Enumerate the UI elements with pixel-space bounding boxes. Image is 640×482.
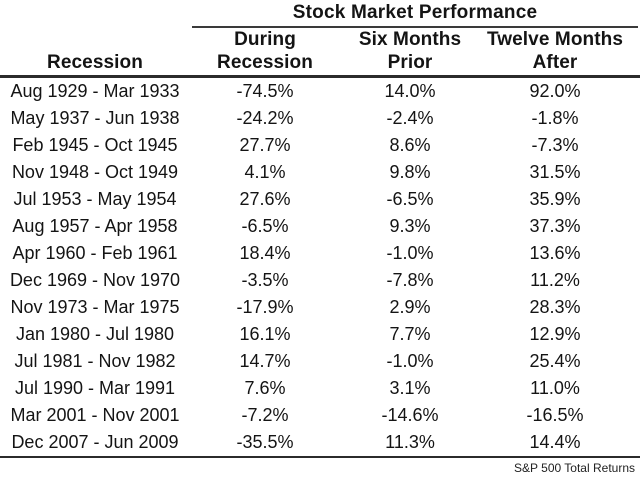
six-months-prior-cell: 9.8%	[389, 162, 431, 182]
twelve-months-after-cell: 37.3%	[529, 216, 581, 236]
twelve-months-after-cell: 28.3%	[529, 297, 581, 317]
six-months-prior-cell: -2.4%	[386, 108, 434, 128]
table-body: Aug 1929 - Mar 1933 -74.5% 14.0% 92.0% May 1…	[0, 78, 640, 458]
column-headers-line1: During Six Months Twelve Months	[0, 28, 640, 51]
six-months-prior-cell: 7.7%	[389, 324, 431, 344]
six-months-prior-cell: 3.1%	[389, 378, 431, 398]
six-months-prior-cell: 9.3%	[389, 216, 431, 236]
table-row: Dec 1969 - Nov 1970 -3.5% -7.8% 11.2%	[0, 267, 640, 294]
title-row: Stock Market Performance	[0, 0, 640, 28]
twelve-months-after-cell: 11.2%	[530, 270, 580, 290]
twelve-months-after-cell: 14.4%	[529, 432, 581, 452]
during-recession-cell: -74.5%	[236, 81, 294, 101]
twelve-months-after-cell: 11.0%	[530, 378, 580, 398]
twelve-months-after-cell: 25.4%	[529, 351, 581, 371]
during-recession-cell: -3.5%	[241, 270, 289, 290]
twelve-months-after-cell: -7.3%	[531, 135, 579, 155]
during-recession-cell: 4.1%	[244, 162, 286, 182]
six-months-prior-cell: -6.5%	[386, 189, 434, 209]
table-title: Stock Market Performance	[192, 0, 638, 28]
header-spacer	[0, 28, 190, 51]
table-row: Dec 2007 - Jun 2009 -35.5% 11.3% 14.4%	[0, 429, 640, 456]
table-row: Jul 1981 - Nov 1982 14.7% -1.0% 25.4%	[0, 348, 640, 375]
six-months-prior-cell: 14.0%	[384, 81, 436, 101]
title-row-spacer	[0, 0, 192, 28]
during-recession-cell: -35.5%	[236, 432, 294, 452]
six-months-prior-cell: 8.6%	[389, 135, 431, 155]
table-row: Jul 1990 - Mar 1991 7.6% 3.1% 11.0%	[0, 375, 640, 402]
six-months-prior-cell: 2.9%	[389, 297, 431, 317]
table-row: Apr 1960 - Feb 1961 18.4% -1.0% 13.6%	[0, 240, 640, 267]
twelve-months-after-cell: 12.9%	[529, 324, 581, 344]
table-row: May 1937 - Jun 1938 -24.2% -2.4% -1.8%	[0, 105, 640, 132]
col-header-prior-line2: Prior	[387, 52, 433, 73]
during-recession-cell: -7.2%	[241, 405, 289, 425]
during-recession-cell: 18.4%	[239, 243, 291, 263]
during-recession-cell: 16.1%	[239, 324, 291, 344]
six-months-prior-cell: -14.6%	[381, 405, 439, 425]
table-header: Stock Market Performance During Six Mont…	[0, 0, 640, 78]
during-recession-cell: 27.7%	[239, 135, 291, 155]
table-row: Nov 1948 - Oct 1949 4.1% 9.8% 31.5%	[0, 159, 640, 186]
during-recession-cell: 27.6%	[239, 189, 291, 209]
column-headers-line2: Recession Recession Prior After	[0, 51, 640, 75]
period-cell: Aug 1957 - Apr 1958	[12, 216, 178, 236]
col-header-after-line2: After	[532, 52, 578, 73]
during-recession-cell: -24.2%	[236, 108, 294, 128]
col-header-after-line1: Twelve Months	[486, 29, 624, 50]
six-months-prior-cell: -7.8%	[386, 270, 434, 290]
period-cell: Dec 1969 - Nov 1970	[9, 270, 181, 290]
twelve-months-after-cell: 13.6%	[529, 243, 581, 263]
col-header-prior-line1: Six Months	[358, 29, 462, 50]
table-row: Mar 2001 - Nov 2001 -7.2% -14.6% -16.5%	[0, 402, 640, 429]
period-cell: Feb 1945 - Oct 1945	[12, 135, 178, 155]
period-cell: Jul 1953 - May 1954	[13, 189, 177, 209]
period-cell: Apr 1960 - Feb 1961	[12, 243, 178, 263]
period-cell: Dec 2007 - Jun 2009	[11, 432, 179, 452]
table-row: Feb 1945 - Oct 1945 27.7% 8.6% -7.3%	[0, 132, 640, 159]
during-recession-cell: -17.9%	[236, 297, 294, 317]
twelve-months-after-cell: 31.5%	[529, 162, 581, 182]
table-row: Jan 1980 - Jul 1980 16.1% 7.7% 12.9%	[0, 321, 640, 348]
during-recession-cell: -6.5%	[241, 216, 289, 236]
period-cell: Jul 1981 - Nov 1982	[14, 351, 176, 371]
period-cell: Jan 1980 - Jul 1980	[15, 324, 175, 344]
col-header-recession: Recession	[47, 52, 143, 73]
during-recession-cell: 7.6%	[244, 378, 286, 398]
twelve-months-after-cell: 92.0%	[529, 81, 581, 101]
period-cell: Nov 1973 - Mar 1975	[10, 297, 180, 317]
twelve-months-after-cell: 35.9%	[529, 189, 581, 209]
during-recession-cell: 14.7%	[239, 351, 291, 371]
col-header-during-line1: During	[234, 29, 296, 50]
footnote-label: S&P 500 Total Returns	[514, 461, 635, 475]
period-cell: Nov 1948 - Oct 1949	[11, 162, 179, 182]
period-cell: Jul 1990 - Mar 1991	[14, 378, 176, 398]
period-cell: Aug 1929 - Mar 1933	[10, 81, 180, 101]
six-months-prior-cell: 11.3%	[385, 432, 435, 452]
col-header-during-line2: Recession	[217, 52, 313, 73]
twelve-months-after-cell: -1.8%	[531, 108, 579, 128]
period-cell: May 1937 - Jun 1938	[10, 108, 180, 128]
period-cell: Mar 2001 - Nov 2001	[10, 405, 180, 425]
six-months-prior-cell: -1.0%	[386, 351, 434, 371]
table-row: Aug 1957 - Apr 1958 -6.5% 9.3% 37.3%	[0, 213, 640, 240]
six-months-prior-cell: -1.0%	[386, 243, 434, 263]
twelve-months-after-cell: -16.5%	[526, 405, 584, 425]
table-footer: S&P 500 Total Returns	[0, 458, 640, 479]
table-row: Jul 1953 - May 1954 27.6% -6.5% 35.9%	[0, 186, 640, 213]
table-row: Aug 1929 - Mar 1933 -74.5% 14.0% 92.0%	[0, 78, 640, 105]
table-row: Nov 1973 - Mar 1975 -17.9% 2.9% 28.3%	[0, 294, 640, 321]
